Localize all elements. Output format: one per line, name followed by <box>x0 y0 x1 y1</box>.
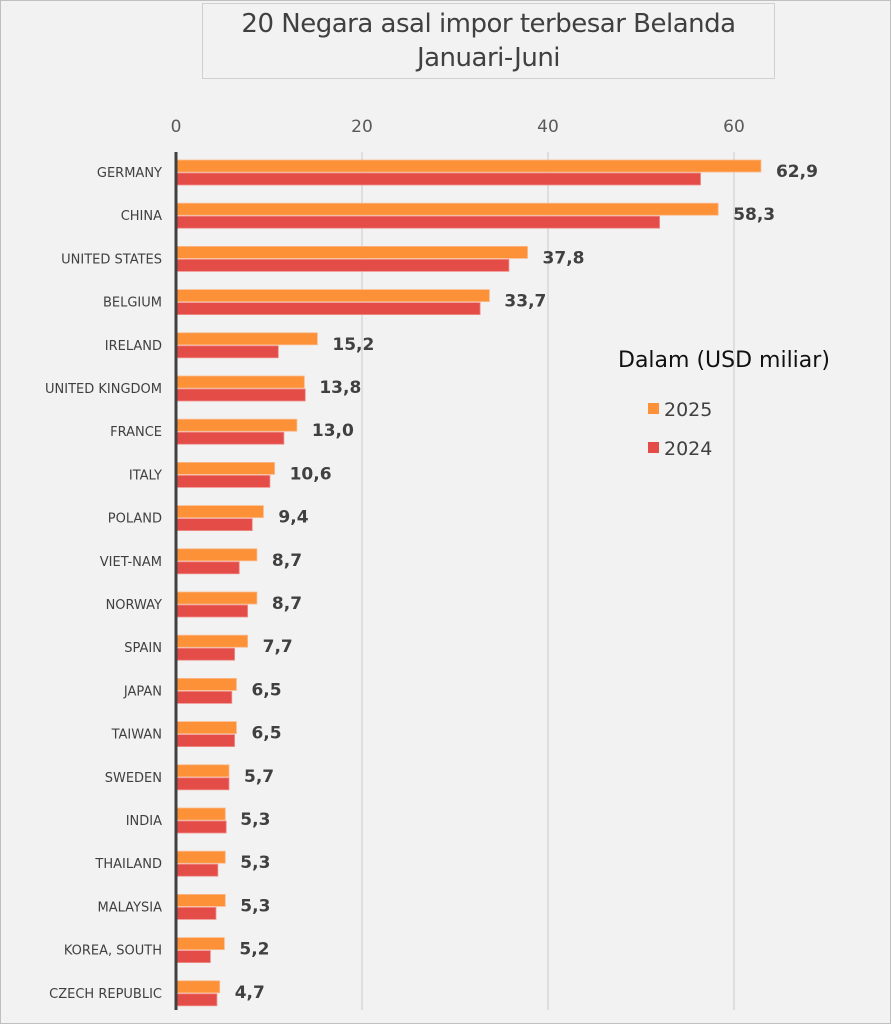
category-label: UNITED KINGDOM <box>45 382 162 397</box>
value-label-2025: 5,3 <box>240 853 270 873</box>
value-label-2025: 9,4 <box>278 508 308 528</box>
bar-2025 <box>175 764 230 778</box>
bar-2024 <box>175 258 510 272</box>
bar-2024 <box>175 734 235 747</box>
value-label-2025: 13,0 <box>312 421 354 441</box>
chart-subtitle: Januari-Juni <box>416 43 561 73</box>
bar-2024 <box>175 302 481 316</box>
value-label-2025: 15,2 <box>332 335 374 355</box>
category-label: JAPAN <box>123 684 162 699</box>
bar-2024 <box>175 950 211 963</box>
value-label-2025: 33,7 <box>504 292 546 312</box>
bar-2024 <box>175 777 230 791</box>
bar-2025 <box>175 375 305 389</box>
bar-2024 <box>175 431 285 445</box>
category-label: SPAIN <box>124 641 162 656</box>
bar-2025 <box>175 548 258 562</box>
category-label: NORWAY <box>106 598 162 613</box>
bar-2024 <box>175 172 701 186</box>
bar-2025 <box>175 245 528 259</box>
bar-2025 <box>175 461 275 475</box>
x-tick-label: 60 <box>723 117 745 137</box>
category-label: TAIWAN <box>111 728 162 743</box>
bar-2025 <box>175 289 490 303</box>
value-label-2025: 5,2 <box>239 940 269 960</box>
value-label-2025: 5,3 <box>240 810 270 830</box>
bar-2024 <box>175 561 240 575</box>
category-label: POLAND <box>108 512 162 527</box>
x-axis-ticks: 0 20 40 60 <box>171 117 745 137</box>
category-label: UNITED STATES <box>61 252 162 267</box>
bar-2025 <box>175 894 226 907</box>
legend-label-2025: 2025 <box>664 399 712 421</box>
x-tick-label: 20 <box>351 117 373 137</box>
value-label-2025: 5,3 <box>240 896 270 916</box>
value-label-2025: 8,7 <box>272 594 302 614</box>
unit-label: Dalam (USD miliar) <box>618 348 830 373</box>
bar-2025 <box>175 980 221 994</box>
category-label: INDIA <box>126 814 162 829</box>
value-label-2025: 8,7 <box>272 551 302 571</box>
category-label: SWEDEN <box>105 771 162 786</box>
bar-2024 <box>175 474 271 488</box>
x-tick-label: 40 <box>537 117 559 137</box>
category-label: GERMANY <box>97 166 162 181</box>
value-label-2025: 10,6 <box>290 464 332 484</box>
bars <box>175 159 762 1007</box>
value-label-2025: 5,7 <box>244 767 274 787</box>
value-labels: 62,9 58,3 37,8 33,7 15,2 13,8 13,0 10,6 9,4 8,7 8,… <box>235 162 818 1003</box>
category-label: THAILAND <box>94 857 162 872</box>
bar-2025 <box>175 634 249 648</box>
bar-2025 <box>175 937 225 950</box>
category-label: MALAYSIA <box>98 900 163 915</box>
category-label: IRELAND <box>105 339 162 354</box>
bar-2024 <box>175 215 661 229</box>
legend-swatch-2024 <box>648 442 659 453</box>
bar-2025 <box>175 807 226 821</box>
category-label: BELGIUM <box>103 296 162 311</box>
legend-label-2024: 2024 <box>664 438 712 460</box>
gridlines <box>361 152 735 1010</box>
value-label-2025: 7,7 <box>263 637 293 657</box>
bar-2024 <box>175 993 218 1007</box>
bar-2025 <box>175 505 264 519</box>
value-label-2025: 58,3 <box>733 205 775 225</box>
bar-2025 <box>175 591 258 605</box>
value-label-2025: 6,5 <box>251 680 281 700</box>
chart-title: 20 Negara asal impor terbesar Belanda <box>241 9 736 39</box>
category-label: VIET-NAM <box>100 555 162 570</box>
value-label-2025: 37,8 <box>543 248 585 268</box>
bar-2024 <box>175 907 217 920</box>
value-label-2025: 6,5 <box>251 724 281 744</box>
bar-2025 <box>175 159 762 173</box>
legend-swatch-2025 <box>648 403 659 414</box>
bar-2025 <box>175 850 226 864</box>
category-label: CHINA <box>121 209 162 224</box>
bar-2025 <box>175 202 719 216</box>
bar-2025 <box>175 332 318 346</box>
bar-2024 <box>175 345 279 359</box>
chart-title-box: 20 Negara asal impor terbesar Belanda Ja… <box>202 3 775 79</box>
bar-2024 <box>175 518 253 531</box>
x-tick-label: 0 <box>171 117 182 137</box>
category-label: ITALY <box>129 468 162 483</box>
bar-2025 <box>175 721 237 734</box>
value-label-2025: 4,7 <box>235 983 265 1003</box>
bar-2024 <box>175 388 306 402</box>
legend: Dalam (USD miliar) 2025 2024 <box>618 348 830 460</box>
bar-2024 <box>175 604 249 618</box>
bar-2025 <box>175 678 237 691</box>
bar-2024 <box>175 820 227 834</box>
bar-2024 <box>175 647 235 661</box>
category-label: KOREA, SOUTH <box>64 944 162 959</box>
bar-2024 <box>175 691 233 704</box>
category-labels: GERMANY CHINA UNITED STATES BELGIUM IRELAND U… <box>45 166 162 1002</box>
bar-2025 <box>175 418 298 432</box>
bar-2024 <box>175 863 219 877</box>
category-label: FRANCE <box>110 425 162 440</box>
value-label-2025: 13,8 <box>319 378 361 398</box>
value-label-2025: 62,9 <box>776 162 818 182</box>
category-label: CZECH REPUBLIC <box>49 987 162 1002</box>
